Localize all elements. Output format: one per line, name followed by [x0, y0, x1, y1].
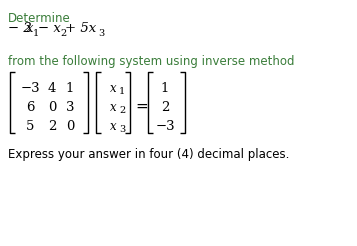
Text: Express your answer in four (4) decimal places.: Express your answer in four (4) decimal …: [8, 148, 290, 161]
Text: 1: 1: [66, 82, 74, 95]
Text: 3: 3: [66, 101, 74, 114]
Text: 2: 2: [48, 120, 56, 133]
Text: 3: 3: [119, 125, 125, 134]
Text: 4: 4: [48, 82, 56, 95]
Text: 5: 5: [26, 120, 34, 133]
Text: =: =: [136, 99, 149, 114]
Text: 3: 3: [98, 29, 104, 38]
Text: Determine: Determine: [8, 12, 71, 25]
Text: 2: 2: [119, 106, 125, 115]
Text: x: x: [26, 22, 34, 35]
Text: + 5x: + 5x: [65, 22, 96, 35]
Text: 2: 2: [161, 101, 169, 114]
Text: 1: 1: [161, 82, 169, 95]
Text: −3: −3: [20, 82, 40, 95]
Text: x: x: [110, 120, 117, 133]
Text: 2: 2: [60, 29, 66, 38]
Text: − 2: − 2: [8, 22, 32, 35]
Text: 0: 0: [48, 101, 56, 114]
Text: from the following system using inverse method: from the following system using inverse …: [8, 55, 295, 68]
Text: x: x: [110, 82, 117, 95]
Text: 1: 1: [119, 87, 125, 96]
Text: − x: − x: [38, 22, 61, 35]
Text: x: x: [110, 101, 117, 114]
Text: 0: 0: [66, 120, 74, 133]
Text: 6: 6: [26, 101, 34, 114]
Text: −3: −3: [155, 120, 175, 133]
Text: 1: 1: [33, 29, 39, 38]
